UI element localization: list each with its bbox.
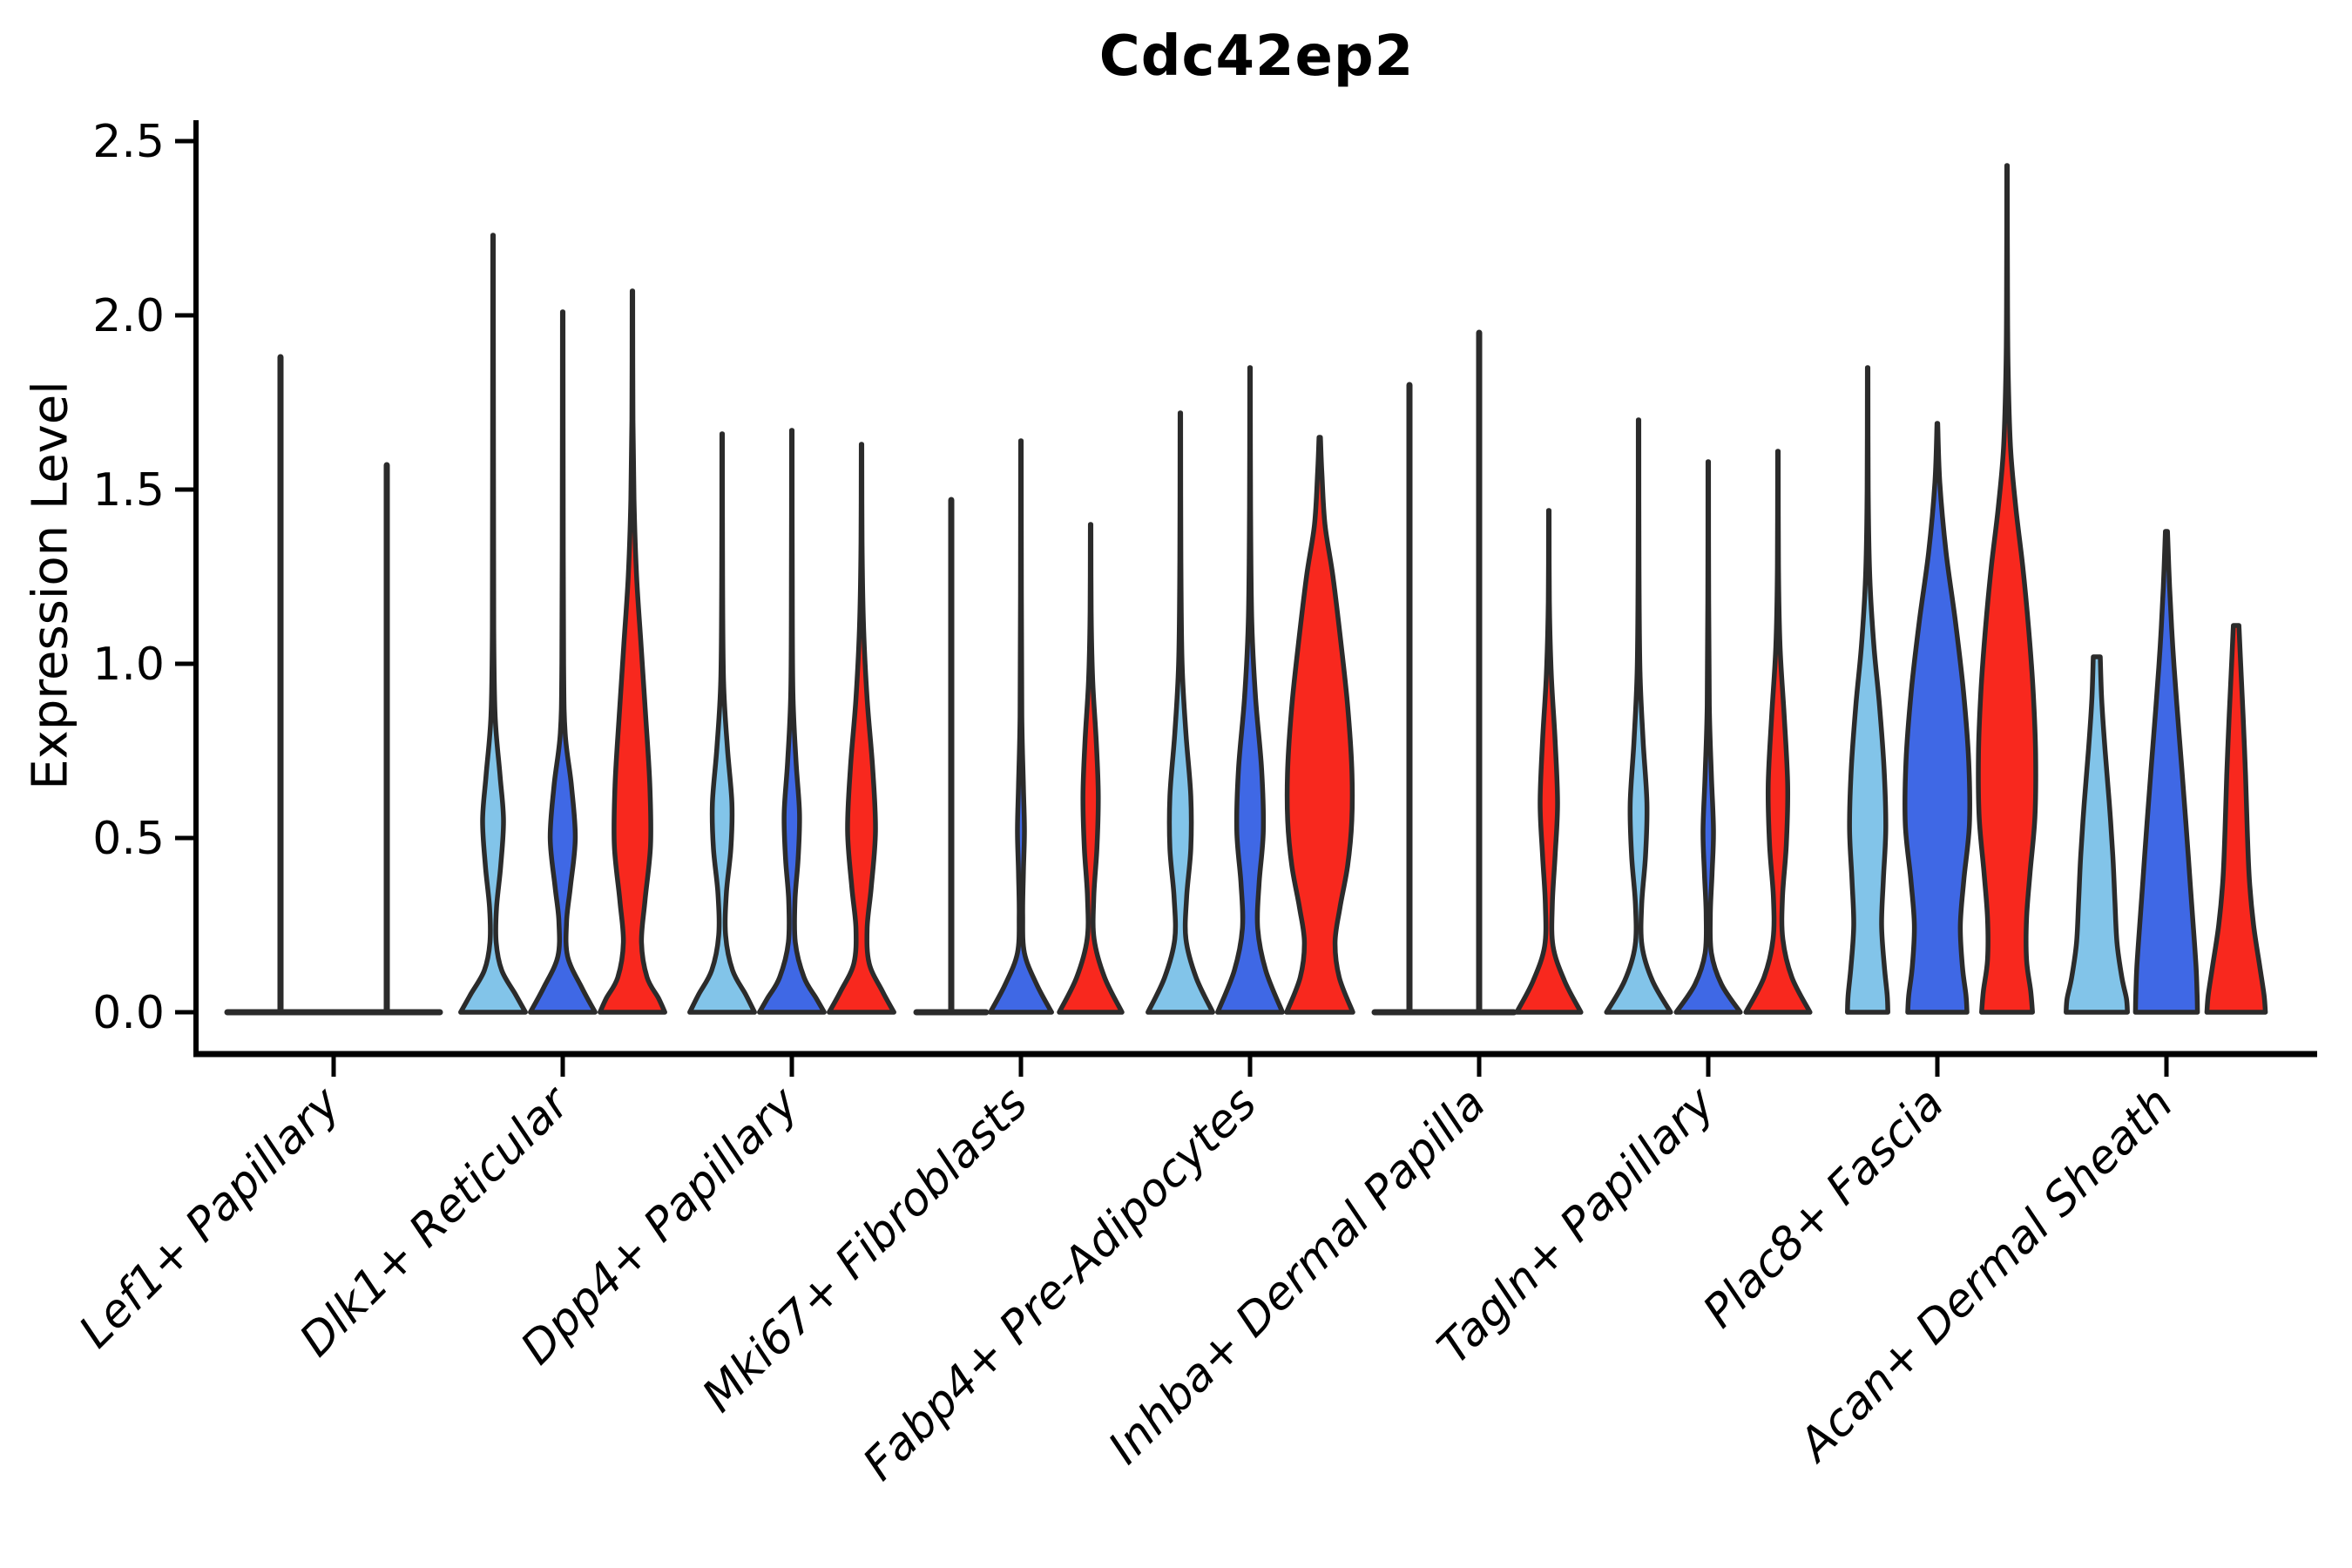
x-tick-label: Inhba+ Dermal Papilla xyxy=(1098,1078,1496,1475)
violin xyxy=(1057,522,1125,1015)
violin xyxy=(1604,417,1673,1015)
violin xyxy=(1743,449,1813,1015)
violin xyxy=(988,438,1054,1015)
violin xyxy=(687,431,757,1015)
chart-title: Cdc42ep2 xyxy=(1098,24,1415,89)
violin xyxy=(1976,163,2038,1015)
violin xyxy=(1903,421,1972,1015)
violin xyxy=(1845,365,1890,1015)
y-tick-label: 0.0 xyxy=(92,987,165,1039)
y-tick-label: 0.5 xyxy=(92,813,165,865)
violin xyxy=(2132,529,2200,1015)
violin xyxy=(528,309,598,1015)
violin xyxy=(757,428,827,1015)
violin xyxy=(2064,654,2130,1015)
violin xyxy=(458,233,528,1015)
violin xyxy=(1284,435,1355,1015)
y-axis-label: Expression Level xyxy=(22,381,79,790)
x-tick-label: Acan+ Dermal Sheath xyxy=(1788,1078,2183,1473)
y-tick-label: 2.0 xyxy=(92,290,165,342)
y-tick-label: 1.5 xyxy=(92,464,165,517)
violin xyxy=(827,442,896,1015)
x-tick-label: Plac8+ Fascia xyxy=(1693,1078,1954,1338)
violin xyxy=(1673,459,1743,1015)
violin xyxy=(1215,365,1285,1015)
violin xyxy=(1146,410,1215,1015)
violin xyxy=(1514,508,1584,1015)
x-tick-label: Fabp4+ Pre-Adipocytes xyxy=(854,1078,1267,1491)
y-tick-label: 1.0 xyxy=(92,639,165,691)
violin xyxy=(598,288,667,1015)
y-tick-label: 2.5 xyxy=(92,116,165,168)
violin xyxy=(2204,623,2268,1015)
